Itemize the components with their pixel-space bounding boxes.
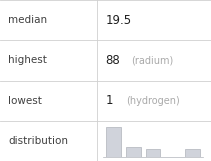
Text: (radium): (radium) xyxy=(131,55,173,65)
Text: (hydrogen): (hydrogen) xyxy=(127,96,180,106)
Text: 88: 88 xyxy=(106,54,120,67)
Text: lowest: lowest xyxy=(8,96,42,106)
Bar xyxy=(146,149,160,157)
Bar xyxy=(185,149,200,157)
Text: 1: 1 xyxy=(106,94,113,107)
Text: 19.5: 19.5 xyxy=(106,14,132,27)
Text: distribution: distribution xyxy=(8,136,68,146)
Text: median: median xyxy=(8,15,47,25)
Bar xyxy=(106,127,121,157)
Bar xyxy=(126,147,141,157)
Text: highest: highest xyxy=(8,55,47,65)
